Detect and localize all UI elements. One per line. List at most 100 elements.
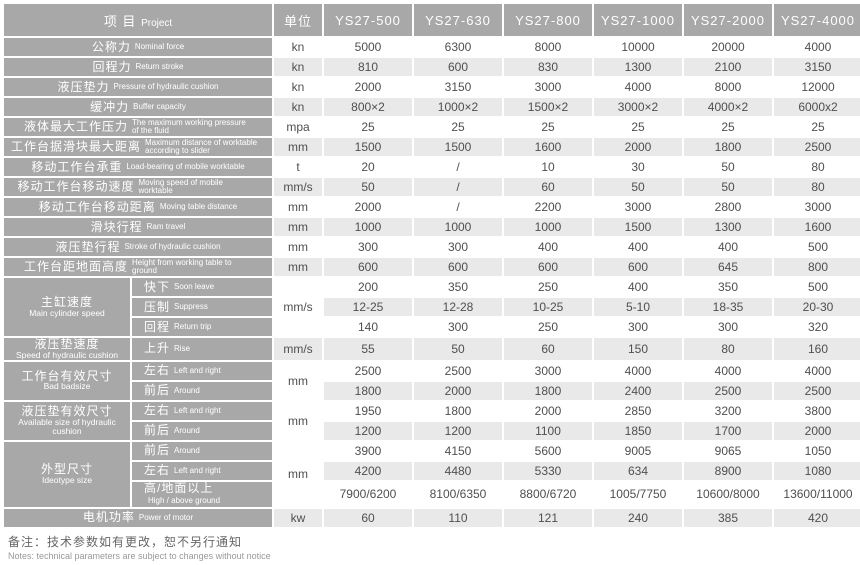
row-label-en: Around (174, 445, 200, 455)
note-zh: 备注：技术参数如有更改，恕不另行通知 (8, 534, 243, 549)
project-header-en: Project (141, 17, 173, 29)
value-cell: 300 (412, 316, 504, 338)
row-label-zh: 移动工作台移动速度 (17, 179, 135, 194)
table-row: 公称力 Nominal force kn 5000 6300 8000 10000 20000… (2, 36, 860, 58)
unit-cell: mm (272, 256, 324, 278)
column-header-model: YS27-800 (502, 2, 594, 38)
value-cell: 1100 (502, 419, 594, 442)
value-cell: 250 (502, 316, 594, 338)
row-group-label: 外型尺寸 Ideotype size (2, 439, 132, 509)
notes: 备注：技术参数如有更改，恕不另行通知 Notes: technical para… (2, 529, 857, 561)
row-label-en: Moving table distance (159, 202, 238, 212)
row-label-en: Suppress (174, 302, 208, 312)
table-row: 工作台距地面高度 Height from working table to gro… (2, 256, 860, 278)
row-label-en: Around (174, 385, 200, 395)
value-cell: 1800 (322, 379, 414, 402)
value-cell: 1005/7750 (592, 479, 684, 509)
column-header-model: YS27-4000 (772, 2, 860, 38)
value-cell: 400 (502, 236, 594, 258)
value-cell: 830 (502, 56, 594, 78)
group-label-zh: 液压垫速度 (34, 337, 100, 351)
row-label-zh: 上升 (144, 341, 171, 356)
row-label: 左右 Left and right (130, 359, 274, 382)
row-label-zh: 液压垫力 (57, 79, 110, 94)
row-label-zh: 电机功率 (82, 510, 135, 525)
value-cell: 2500 (772, 379, 860, 402)
row-label: 工作台据滑块最大距离 Maximum distance of worktable … (2, 136, 274, 158)
value-cell: 10-25 (502, 296, 594, 318)
value-cell: 800 (772, 256, 860, 278)
value-cell: 300 (322, 236, 414, 258)
value-cell: 10600/8000 (682, 479, 774, 509)
value-cell: 25 (502, 116, 594, 138)
value-cell: / (412, 156, 504, 178)
value-cell: 1200 (322, 419, 414, 442)
value-cell: 3150 (412, 76, 504, 98)
row-label-zh: 前后 (144, 383, 171, 398)
value-cell: 13600/11000 (772, 479, 860, 509)
row-label-en: Return stroke (135, 62, 184, 72)
row-label: 液压垫行程 Stroke of hydraulic cushion (2, 236, 274, 258)
column-header-model: YS27-2000 (682, 2, 774, 38)
row-label-en: High / above ground (148, 495, 221, 505)
table-row: 前后 Around 1200 1200 1100 1850 1700 2000 (3, 419, 860, 442)
table-row: 前后 Around 1800 2000 1800 2400 2500 2500 (3, 379, 860, 402)
value-cell: 200 (322, 276, 414, 298)
table-row: 液压垫行程 Stroke of hydraulic cushion mm 300 300… (2, 236, 860, 258)
row-label-en: Return trip (174, 322, 212, 332)
column-header-model: YS27-1000 (592, 2, 684, 38)
value-cell: 300 (592, 316, 684, 338)
value-cell: 80 (682, 336, 774, 362)
value-cell: 8800/6720 (502, 479, 594, 509)
value-cell: 50 (412, 336, 504, 362)
value-cell: 10 (502, 156, 594, 178)
row-label-en: Moving speed of mobile worktable (138, 177, 224, 195)
row-label: 移动工作台承重 Load-bearing of mobile worktable (2, 156, 274, 178)
group-label-zh: 工作台有效尺寸 (21, 368, 113, 383)
value-cell: 9005 (592, 439, 684, 462)
unit-cell: mm (272, 359, 324, 402)
value-cell: 800×2 (322, 96, 414, 118)
row-label: 电机功率 Power of motor (2, 506, 274, 529)
row-label-en: Pressure of hydraulic cushion (113, 82, 219, 92)
value-cell: 300 (682, 316, 774, 338)
value-cell: 240 (592, 506, 684, 529)
group-label-en: Bad badsize (43, 381, 91, 392)
value-cell: 600 (322, 256, 414, 278)
value-cell: 2850 (592, 399, 684, 422)
value-cell: 2000 (412, 379, 504, 402)
table-row: 压制 Suppress 12-25 12-28 10-25 5-10 18-35 20-30 (3, 296, 860, 318)
table-row: 液压垫有效尺寸 Available size of hydraulic cushi… (2, 399, 860, 442)
value-cell: 320 (772, 316, 860, 338)
value-cell: 2400 (592, 379, 684, 402)
value-cell: 1300 (592, 56, 684, 78)
value-cell: 1800 (412, 399, 504, 422)
row-label: 缓冲力 Buffer capacity (2, 96, 274, 118)
row-label: 公称力 Nominal force (2, 36, 274, 58)
value-cell: 25 (772, 116, 860, 138)
row-label-zh: 移动工作台承重 (31, 159, 123, 174)
value-cell: 500 (772, 236, 860, 258)
value-cell: 12-25 (322, 296, 414, 318)
column-header-project: 项 目 Project (2, 2, 274, 38)
value-cell: 500 (772, 276, 860, 298)
column-header-unit: 单位 (272, 2, 324, 38)
row-label-en: Left and right (174, 465, 221, 475)
value-cell: 600 (412, 56, 504, 78)
row-label: 左右 Left and right (130, 399, 274, 422)
value-cell: 3150 (772, 56, 860, 78)
value-cell: 3900 (322, 439, 414, 462)
row-group-label: 液压垫有效尺寸 Available size of hydraulic cushi… (2, 399, 132, 442)
row-label-en: Rise (174, 344, 191, 354)
value-cell: 25 (322, 116, 414, 138)
value-cell: 2500 (322, 359, 414, 382)
value-cell: 1850 (592, 419, 684, 442)
note-en: Notes: technical parameters are subject … (8, 550, 271, 561)
table-row: 滑块行程 Ram travel mm 1000 1000 1000 1500 1300 1600 (2, 216, 860, 238)
row-label-en: Left and right (174, 365, 221, 375)
value-cell: 5330 (502, 459, 594, 482)
row-label: 回程 Return trip (130, 316, 274, 338)
table-row: 回程 Return trip 140 300 250 300 300 320 (3, 316, 860, 338)
row-label-zh: 公称力 (91, 39, 131, 54)
